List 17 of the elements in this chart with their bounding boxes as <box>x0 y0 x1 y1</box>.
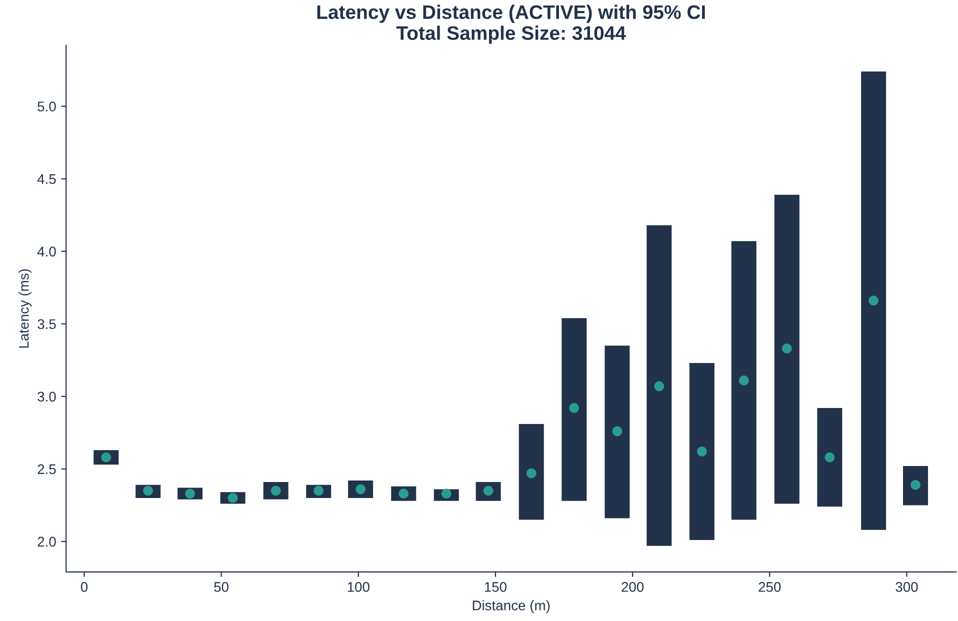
x-tick-label: 100 <box>348 582 370 592</box>
x-tick-label: 300 <box>896 582 918 592</box>
y-tick-label: 5.0 <box>38 102 56 112</box>
y-tick-label: 2.5 <box>38 464 56 474</box>
y-tick-label: 4.0 <box>37 246 56 257</box>
x-tick-label: 200 <box>622 582 644 592</box>
y-tick-label: 3.0 <box>38 392 56 402</box>
x-tick-label: 150 <box>484 582 507 592</box>
x-tick-label: 0 <box>80 582 88 592</box>
y-axis-title: Latency (ms) <box>18 269 32 348</box>
x-tick-label: 250 <box>758 582 781 592</box>
y-tick-label: 3.5 <box>38 319 56 330</box>
y-tick-label: 4.5 <box>37 174 56 184</box>
chart-title: Latency vs Distance (ACTIVE) with 95% CI Total Sample Size: 31044 <box>317 4 705 44</box>
x-tick-label: 50 <box>214 582 228 592</box>
y-tick-label: 2.0 <box>38 536 56 547</box>
x-axis-title: Distance (m) <box>472 600 550 614</box>
